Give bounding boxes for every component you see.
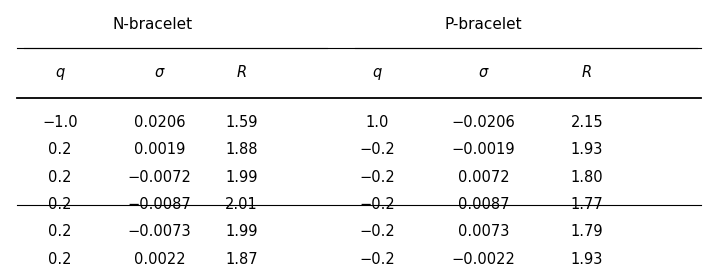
Text: −0.2: −0.2 [359,224,395,239]
Text: 2.01: 2.01 [225,197,258,212]
Text: −0.0206: −0.0206 [452,115,516,130]
Text: 0.0019: 0.0019 [134,142,185,157]
Text: 0.0072: 0.0072 [458,170,510,185]
Text: 0.0022: 0.0022 [134,252,185,267]
Text: −0.0072: −0.0072 [128,170,192,185]
Text: 1.79: 1.79 [571,224,603,239]
Text: 0.2: 0.2 [48,170,72,185]
Text: 0.2: 0.2 [48,224,72,239]
Text: −1.0: −1.0 [42,115,78,130]
Text: q: q [372,65,381,79]
Text: −0.0022: −0.0022 [452,252,516,267]
Text: 1.99: 1.99 [225,170,258,185]
Text: 0.0073: 0.0073 [458,224,509,239]
Text: q: q [55,65,65,79]
Text: −0.0019: −0.0019 [452,142,516,157]
Text: 1.93: 1.93 [571,142,603,157]
Text: 0.2: 0.2 [48,252,72,267]
Text: N-bracelet: N-bracelet [112,17,192,32]
Text: 0.2: 0.2 [48,197,72,212]
Text: 0.0206: 0.0206 [134,115,185,130]
Text: R: R [582,65,592,79]
Text: −0.2: −0.2 [359,170,395,185]
Text: σ: σ [155,65,164,79]
Text: σ: σ [479,65,488,79]
Text: 2.15: 2.15 [571,115,603,130]
Text: 0.2: 0.2 [48,142,72,157]
Text: −0.0073: −0.0073 [128,224,191,239]
Text: 0.0087: 0.0087 [458,197,510,212]
Text: 1.0: 1.0 [365,115,388,130]
Text: 1.87: 1.87 [225,252,258,267]
Text: 1.59: 1.59 [225,115,258,130]
Text: −0.2: −0.2 [359,252,395,267]
Text: 1.99: 1.99 [225,224,258,239]
Text: 1.80: 1.80 [571,170,603,185]
Text: P-bracelet: P-bracelet [445,17,523,32]
Text: 1.93: 1.93 [571,252,603,267]
Text: −0.0087: −0.0087 [128,197,192,212]
Text: 1.88: 1.88 [225,142,258,157]
Text: −0.2: −0.2 [359,142,395,157]
Text: −0.2: −0.2 [359,197,395,212]
Text: 1.77: 1.77 [571,197,603,212]
Text: R: R [236,65,246,79]
